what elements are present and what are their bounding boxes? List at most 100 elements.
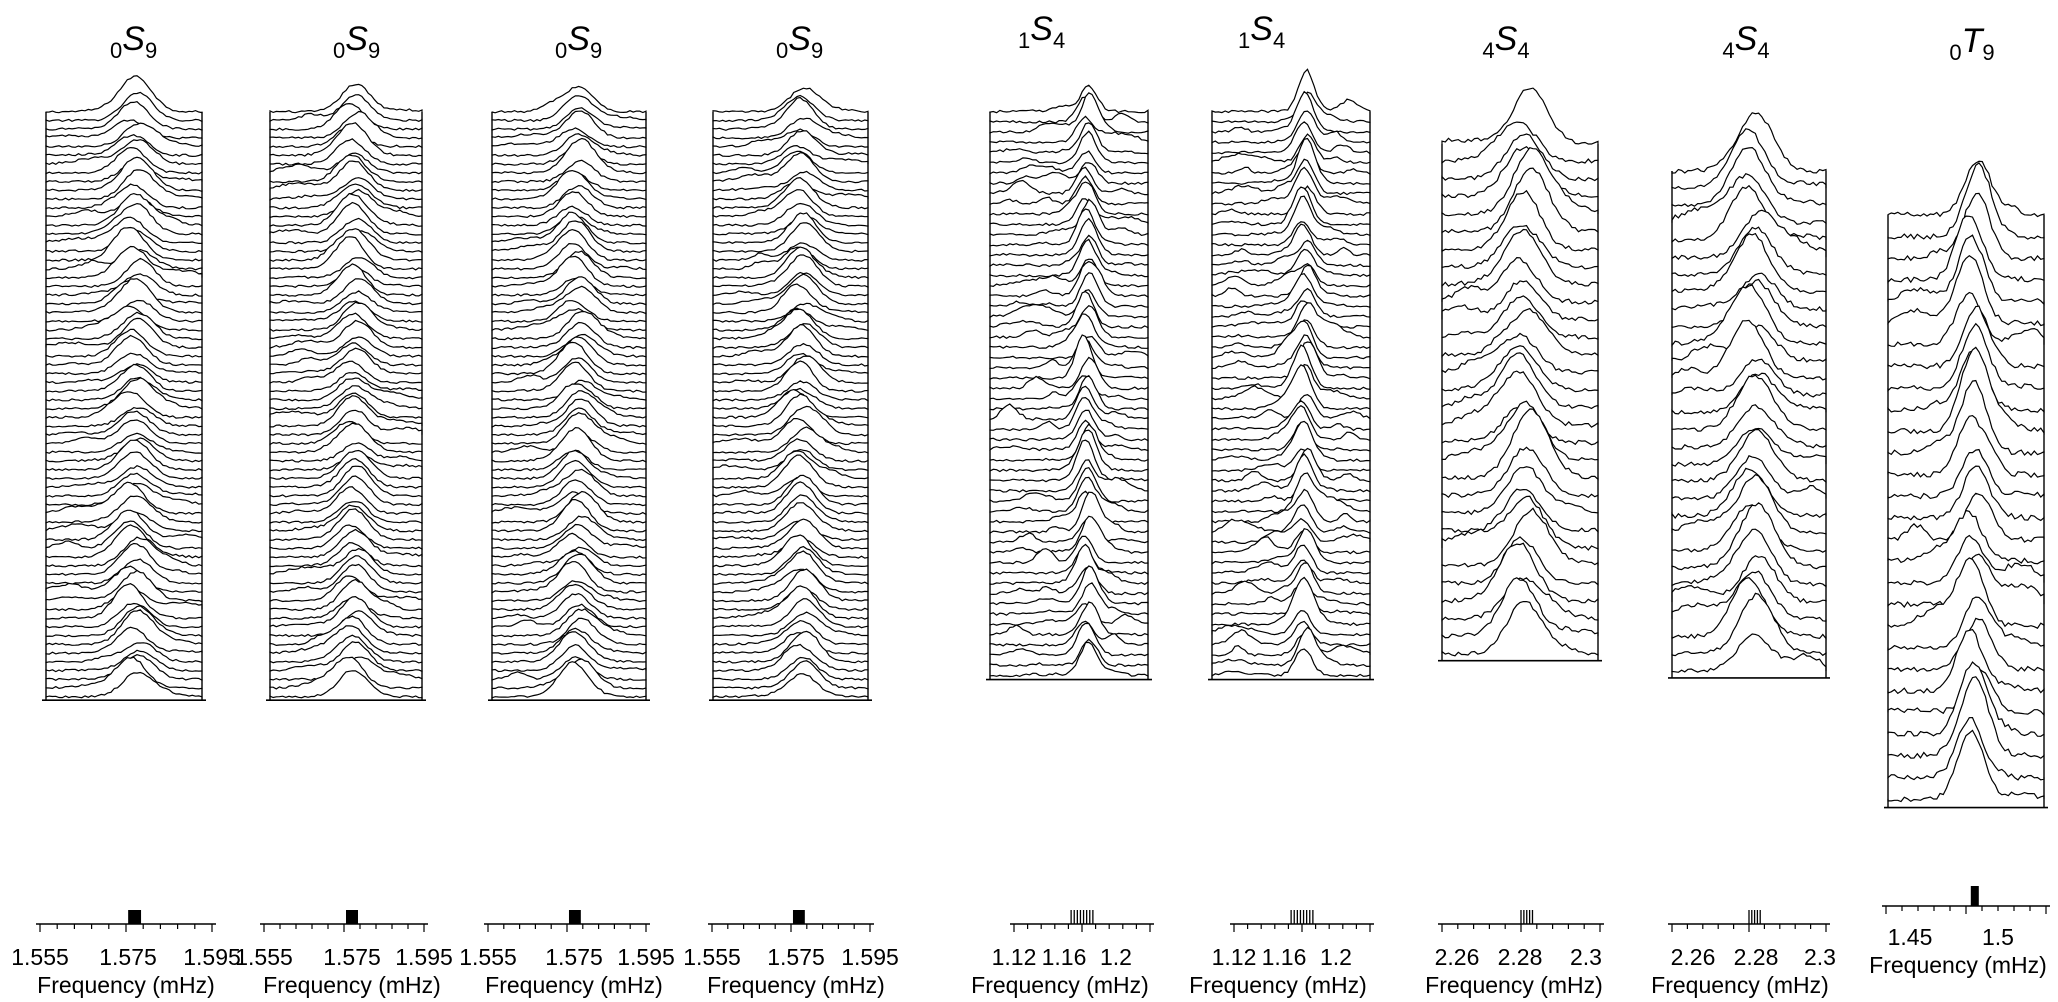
panel-1: 0S9 1.555 1.575 1.595 Frequency (mHz) bbox=[11, 20, 241, 998]
trace-9 bbox=[712, 152, 869, 184]
trace-38 bbox=[269, 409, 423, 437]
trace-4 bbox=[1211, 110, 1371, 145]
panel-5-bar bbox=[1070, 910, 1094, 924]
trace-19 bbox=[491, 242, 647, 271]
trace-2 bbox=[1671, 128, 1827, 190]
trace-47 bbox=[1211, 559, 1371, 585]
trace-22 bbox=[269, 263, 423, 297]
trace-15 bbox=[269, 201, 423, 236]
trace-49 bbox=[989, 565, 1149, 606]
trace-32 bbox=[1211, 400, 1371, 432]
trace-60 bbox=[491, 603, 647, 629]
trace-43 bbox=[989, 518, 1149, 544]
trace-37 bbox=[491, 398, 647, 429]
trace-35 bbox=[491, 383, 647, 411]
trace-45 bbox=[269, 465, 423, 498]
panel-6-tick-label-3: 1.2 bbox=[1320, 944, 1352, 970]
trace-4 bbox=[1441, 145, 1599, 199]
frequency-bar bbox=[1970, 886, 1979, 906]
trace-53 bbox=[1211, 620, 1371, 647]
panel-4: 0S9 1.555 1.575 1.595 Frequency (mHz) bbox=[683, 20, 899, 998]
trace-63 bbox=[45, 626, 203, 655]
trace-5 bbox=[1441, 146, 1599, 217]
trace-fill-56 bbox=[990, 642, 1148, 680]
trace-21 bbox=[1887, 596, 2045, 652]
trace-41 bbox=[269, 442, 423, 463]
trace-45 bbox=[989, 535, 1149, 565]
panel-5-tick-label-2: 1.16 bbox=[1042, 944, 1087, 970]
trace-38 bbox=[1211, 453, 1371, 493]
trace-4 bbox=[45, 119, 203, 140]
panel-7-tick-label-2: 2.28 bbox=[1498, 944, 1543, 970]
panel-8-tick-label-3: 2.3 bbox=[1804, 944, 1836, 970]
panel-1-tick-label-1: 1.555 bbox=[11, 944, 69, 970]
trace-8 bbox=[1887, 305, 2045, 370]
trace-6 bbox=[1211, 133, 1371, 164]
trace-37 bbox=[989, 439, 1149, 483]
trace-16 bbox=[1441, 352, 1599, 410]
trace-7 bbox=[1887, 291, 2045, 347]
trace-1 bbox=[989, 84, 1149, 114]
trace-51 bbox=[491, 523, 647, 550]
trace-21 bbox=[989, 289, 1149, 319]
trace-12 bbox=[712, 176, 869, 210]
trace-14 bbox=[1887, 448, 2045, 500]
trace-50 bbox=[989, 582, 1149, 616]
panel-1-title: 0S9 bbox=[110, 20, 157, 63]
trace-23 bbox=[491, 276, 647, 306]
trace-27 bbox=[45, 311, 203, 341]
trace-64 bbox=[491, 631, 647, 664]
trace-34 bbox=[45, 376, 203, 402]
trace-18 bbox=[45, 226, 203, 262]
trace-15 bbox=[1441, 345, 1599, 393]
trace-23 bbox=[1887, 628, 2045, 695]
trace-41 bbox=[989, 490, 1149, 524]
trace-13 bbox=[491, 191, 647, 219]
panel-9-tick-label-1: 1.45 bbox=[1888, 924, 1933, 950]
panel-9-bar bbox=[1970, 886, 1979, 906]
trace-3 bbox=[491, 107, 647, 131]
trace-30 bbox=[1211, 364, 1371, 411]
frequency-bar bbox=[568, 910, 581, 924]
trace-18 bbox=[989, 258, 1149, 288]
trace-16 bbox=[989, 234, 1149, 268]
panel-1-x-axis-label: Frequency (mHz) bbox=[37, 972, 215, 998]
trace-47 bbox=[269, 486, 423, 515]
trace-44 bbox=[989, 515, 1149, 555]
panel-2-tick-label-1: 1.555 bbox=[235, 944, 293, 970]
trace-63 bbox=[491, 627, 647, 655]
trace-11 bbox=[1671, 284, 1827, 348]
trace-10 bbox=[45, 156, 203, 193]
trace-50 bbox=[269, 508, 423, 542]
panel-2-axis bbox=[260, 923, 428, 932]
trace-4 bbox=[989, 115, 1149, 144]
trace-32 bbox=[989, 396, 1149, 432]
trace-3 bbox=[45, 101, 203, 131]
trace-18 bbox=[1671, 427, 1827, 467]
trace-30 bbox=[269, 342, 423, 367]
trace-6 bbox=[45, 134, 203, 158]
trace-10 bbox=[269, 160, 423, 192]
trace-37 bbox=[45, 406, 203, 428]
trace-48 bbox=[712, 494, 869, 524]
trace-26 bbox=[1211, 334, 1371, 370]
trace-12 bbox=[1887, 379, 2045, 456]
trace-45 bbox=[1211, 527, 1371, 565]
trace-33 bbox=[989, 409, 1149, 442]
trace-3 bbox=[712, 96, 869, 131]
trace-3 bbox=[1887, 192, 2045, 262]
trace-20 bbox=[712, 246, 869, 280]
trace-37 bbox=[1211, 447, 1371, 483]
trace-56 bbox=[1211, 648, 1371, 678]
trace-40 bbox=[45, 432, 203, 454]
trace-8 bbox=[45, 146, 203, 175]
trace-68 bbox=[712, 673, 869, 699]
trace-51 bbox=[712, 518, 869, 550]
trace-56 bbox=[712, 568, 869, 594]
trace-65 bbox=[269, 641, 423, 673]
trace-59 bbox=[491, 592, 647, 621]
trace-14 bbox=[989, 208, 1149, 247]
trace-2 bbox=[491, 95, 647, 123]
trace-65 bbox=[45, 649, 203, 673]
trace-4 bbox=[712, 117, 869, 140]
